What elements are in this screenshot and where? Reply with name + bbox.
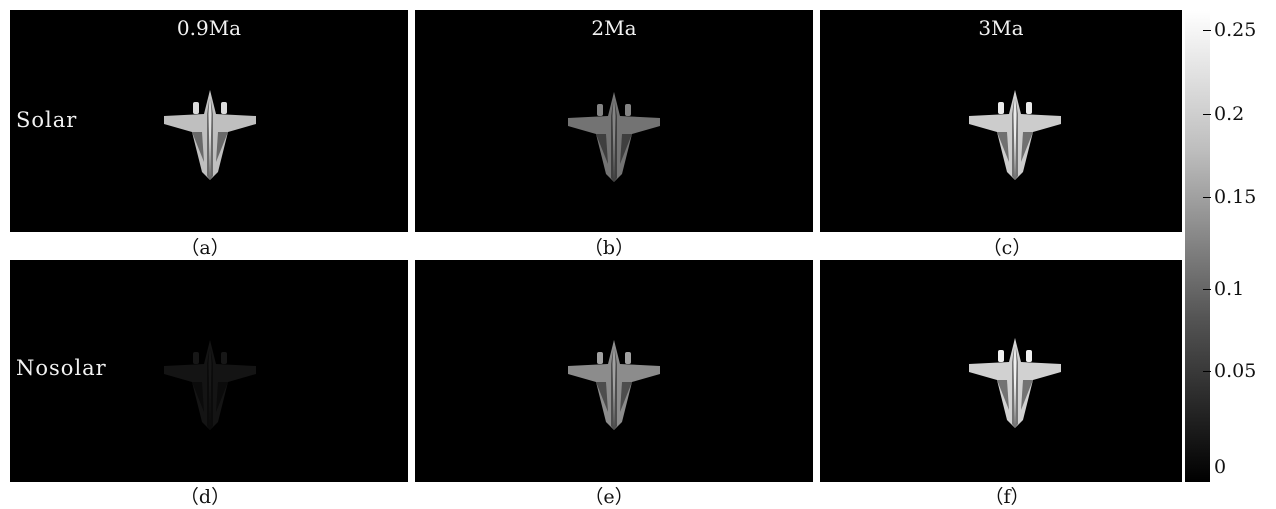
- panel-a: 0.9Ma Solar: [10, 10, 408, 232]
- colorbar-tick-label: 0.05: [1214, 360, 1257, 382]
- colorbar-tick-label: 0.15: [1214, 186, 1257, 208]
- colorbar-tick-label: 0: [1214, 456, 1227, 478]
- colorbar-tick: [1203, 30, 1211, 31]
- panel-c: 3Ma: [820, 10, 1182, 232]
- aircraft-image-c: [969, 90, 1061, 180]
- colorbar-tick: [1203, 197, 1211, 198]
- colorbar-tick-label: 0.1: [1214, 278, 1245, 300]
- colorbar: [1185, 10, 1210, 482]
- colorbar-tick: [1203, 371, 1211, 372]
- colorbar-tick-label: 0.2: [1214, 103, 1245, 125]
- caption-d: （d）: [179, 486, 231, 508]
- caption-c: （c）: [982, 237, 1032, 259]
- caption-a: （a）: [180, 237, 230, 259]
- aircraft-image-f: [969, 338, 1061, 428]
- column-title-2ma: 2Ma: [591, 16, 637, 40]
- caption-b: （b）: [583, 237, 635, 259]
- panel-d: Nosolar: [10, 260, 408, 482]
- colorbar-tick-label: 0.25: [1214, 19, 1257, 41]
- row-label-solar: Solar: [16, 108, 78, 132]
- column-title-3ma: 3Ma: [978, 16, 1024, 40]
- caption-e: （e）: [584, 486, 634, 508]
- colorbar-tick: [1203, 114, 1211, 115]
- caption-f: （f）: [984, 486, 1030, 508]
- panel-f: [820, 260, 1182, 482]
- aircraft-image-d: [164, 340, 256, 430]
- panel-b: 2Ma: [415, 10, 813, 232]
- colorbar-tick: [1203, 289, 1211, 290]
- column-title-0.9ma: 0.9Ma: [176, 16, 242, 40]
- aircraft-image-a: [164, 90, 256, 180]
- row-label-nosolar: Nosolar: [16, 356, 107, 380]
- aircraft-image-b: [568, 92, 660, 182]
- panel-e: [415, 260, 813, 482]
- aircraft-image-e: [568, 340, 660, 430]
